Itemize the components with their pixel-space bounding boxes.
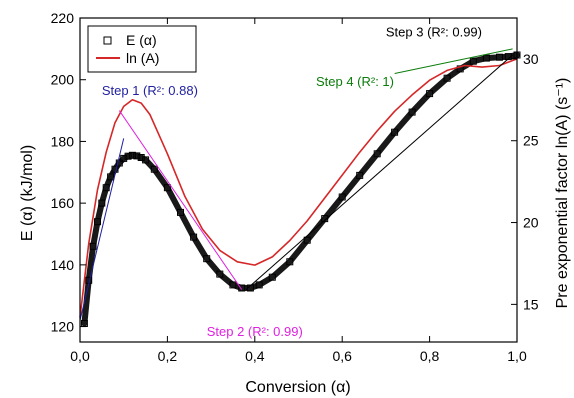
- y-tick-label: 160: [51, 195, 75, 211]
- annotation-fit-line: [80, 138, 124, 320]
- x-tick-label: 0,0: [70, 348, 90, 364]
- annotation-label: Step 1 (R²: 0.88): [102, 83, 198, 98]
- x-tick-label: 0,4: [245, 348, 265, 364]
- y-tick-label: 120: [51, 319, 75, 335]
- y-tick-label: 200: [51, 72, 75, 88]
- annotation-fit-line: [395, 49, 513, 74]
- legend-label-ln-a: ln (A): [126, 50, 159, 66]
- y2-tick-label: 25: [523, 133, 539, 149]
- x-tick-label: 0,6: [332, 348, 352, 364]
- y-axis-title: E (α) (kJ/mol): [19, 145, 36, 241]
- y-tick-label: 220: [51, 10, 75, 26]
- annotation-fit-line: [119, 111, 241, 290]
- y2-tick-label: 30: [523, 51, 539, 67]
- annotation-label: Step 3 (R²: 0.99): [386, 25, 482, 40]
- y-tick-label: 180: [51, 133, 75, 149]
- x-tick-label: 1,0: [507, 348, 527, 364]
- legend-label-e-alpha: E (α): [126, 32, 157, 48]
- x-tick-label: 0,2: [158, 348, 178, 364]
- annotation-label: Step 4 (R²: 1): [316, 74, 394, 89]
- y2-axis-title: Pre exponential factor ln(A) (s⁻¹): [554, 78, 571, 309]
- annotation-fit-line: [246, 55, 513, 290]
- x-tick-label: 0,8: [420, 348, 440, 364]
- y2-tick-label: 15: [523, 296, 539, 312]
- y-tick-label: 140: [51, 257, 75, 273]
- legend: E (α) ln (A): [88, 26, 196, 72]
- y2-tick-label: 20: [523, 215, 539, 231]
- x-axis-title: Conversion (α): [245, 379, 350, 396]
